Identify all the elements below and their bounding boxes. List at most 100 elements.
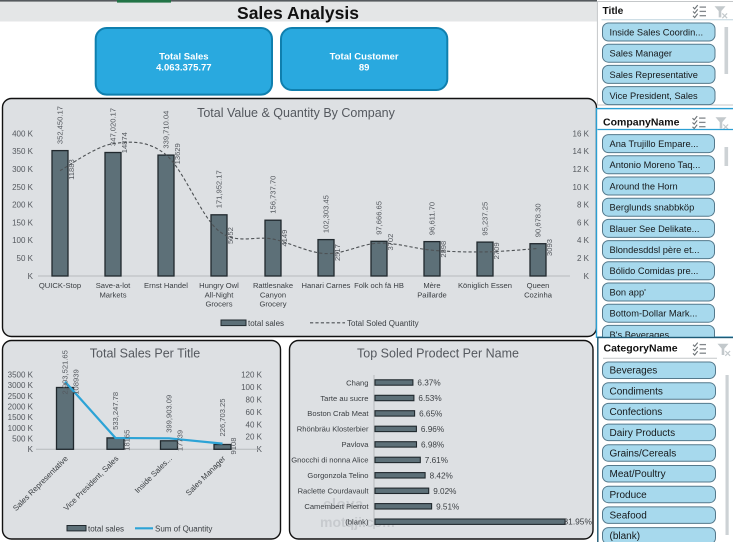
svg-text:250 K: 250 K: [12, 183, 34, 192]
svg-text:B's Beverages: B's Beverages: [610, 330, 670, 340]
svg-text:Raclette Courdavault: Raclette Courdavault: [298, 487, 370, 496]
svg-text:300 K: 300 K: [12, 165, 34, 174]
svg-text:Tarte au sucre: Tarte au sucre: [320, 394, 368, 403]
svg-text:14 K: 14 K: [573, 147, 590, 156]
svg-text:Folk och fä HB: Folk och fä HB: [354, 281, 404, 290]
svg-text:Rhönbräu Klosterbier: Rhönbräu Klosterbier: [297, 425, 369, 434]
svg-text:31.95%: 31.95%: [564, 517, 593, 527]
svg-text:Grocery: Grocery: [259, 300, 286, 309]
svg-text:100 K: 100 K: [12, 236, 34, 245]
svg-text:Condiments: Condiments: [610, 386, 663, 397]
svg-text:Sum of Quantity: Sum of Quantity: [155, 525, 212, 534]
svg-text:6.98%: 6.98%: [421, 440, 444, 449]
svg-text:7.61%: 7.61%: [425, 456, 448, 465]
svg-text:40 K: 40 K: [246, 420, 263, 429]
svg-text:2000 K: 2000 K: [8, 403, 34, 412]
svg-text:8.42%: 8.42%: [430, 471, 453, 480]
svg-text:3000 K: 3000 K: [8, 381, 34, 390]
svg-text:Sales Analysis: Sales Analysis: [237, 3, 359, 23]
svg-text:Antonio Moreno Taq...: Antonio Moreno Taq...: [610, 160, 701, 170]
svg-text:motqji.com: motqji.com: [320, 514, 395, 530]
svg-text:Hungry Owl: Hungry Owl: [199, 281, 239, 290]
svg-text:533,247.78: 533,247.78: [111, 392, 120, 430]
svg-text:Ernst Handel: Ernst Handel: [144, 281, 188, 290]
svg-text:171,952.17: 171,952.17: [215, 170, 224, 208]
svg-text:14874: 14874: [120, 132, 129, 153]
svg-text:Grocers: Grocers: [205, 300, 232, 309]
svg-text:89: 89: [359, 63, 370, 74]
svg-text:Ana Trujillo Empare...: Ana Trujillo Empare...: [610, 139, 699, 149]
svg-text:20 K: 20 K: [246, 433, 263, 442]
svg-text:Grains/Cereals: Grains/Cereals: [610, 448, 677, 459]
svg-text:Blauer See Delikate...: Blauer See Delikate...: [610, 224, 700, 234]
svg-text:102,303.45: 102,303.45: [322, 195, 331, 233]
svg-text:(blank): (blank): [345, 518, 369, 527]
svg-text:6.53%: 6.53%: [418, 394, 441, 403]
svg-text:120 K: 120 K: [241, 371, 263, 380]
svg-text:156,737.70: 156,737.70: [269, 176, 278, 214]
svg-text:17739: 17739: [176, 430, 185, 451]
svg-text:60 K: 60 K: [246, 408, 263, 417]
svg-text:Pavlova: Pavlova: [341, 440, 369, 449]
svg-text:Markets: Markets: [99, 290, 126, 299]
svg-text:3500 K: 3500 K: [8, 371, 34, 380]
svg-text:Berglunds snabbköp: Berglunds snabbköp: [610, 203, 695, 213]
svg-text:2,903,521.65: 2,903,521.65: [61, 350, 70, 394]
svg-text:Bottom-Dollar Mark...: Bottom-Dollar Mark...: [610, 309, 698, 319]
svg-text:90,678.30: 90,678.30: [534, 203, 543, 237]
svg-text:Boston Crab Meat: Boston Crab Meat: [307, 409, 369, 418]
svg-text:9108: 9108: [229, 438, 238, 455]
svg-text:Dairy Products: Dairy Products: [610, 428, 676, 439]
svg-text:5052: 5052: [226, 227, 235, 244]
svg-text:2898: 2898: [439, 241, 448, 258]
svg-text:Confections: Confections: [610, 407, 663, 418]
svg-text:3702: 3702: [386, 234, 395, 251]
svg-text:2 K: 2 K: [577, 254, 590, 263]
svg-text:(blank): (blank): [610, 531, 641, 542]
svg-text:200 K: 200 K: [12, 201, 34, 210]
svg-text:96,611.70: 96,611.70: [428, 202, 437, 235]
svg-text:Beverages: Beverages: [610, 366, 658, 377]
svg-text:Chang: Chang: [346, 378, 368, 387]
svg-text:6.65%: 6.65%: [419, 409, 442, 418]
svg-text:Title: Title: [603, 6, 624, 17]
svg-text:6.96%: 6.96%: [421, 425, 444, 434]
svg-text:Inside Sales Coordin...: Inside Sales Coordin...: [610, 27, 704, 37]
svg-text:339,710.04: 339,710.04: [162, 111, 171, 149]
svg-text:Total Sales Per Title: Total Sales Per Title: [90, 347, 201, 361]
svg-text:Königlich Essen: Königlich Essen: [458, 281, 512, 290]
svg-text:10 K: 10 K: [573, 183, 590, 192]
svg-text:9.02%: 9.02%: [433, 487, 456, 496]
svg-text:Around the Horn: Around the Horn: [610, 181, 678, 191]
svg-text:Total Customer: Total Customer: [330, 52, 399, 63]
svg-text:Total Soled Quantity: Total Soled Quantity: [347, 319, 419, 328]
svg-text:K: K: [28, 272, 34, 281]
svg-text:9.51%: 9.51%: [436, 502, 459, 511]
svg-text:CategoryName: CategoryName: [604, 343, 678, 355]
svg-text:All-Night: All-Night: [205, 290, 235, 299]
svg-text:total sales: total sales: [88, 525, 124, 534]
svg-text:Cozinha: Cozinha: [524, 290, 553, 299]
svg-text:100 K: 100 K: [241, 383, 263, 392]
svg-text:Bon app': Bon app': [610, 287, 647, 297]
svg-text:Gnocchi di nonna Alice: Gnocchi di nonna Alice: [291, 456, 368, 465]
svg-text:8 K: 8 K: [577, 201, 590, 210]
svg-text:6 K: 6 K: [577, 218, 590, 227]
svg-text:95,237.25: 95,237.25: [481, 202, 490, 236]
svg-text:Save-a-lot: Save-a-lot: [96, 281, 131, 290]
svg-text:Mère: Mère: [423, 281, 440, 290]
svg-text:97,666.65: 97,666.65: [375, 201, 384, 235]
svg-text:50 K: 50 K: [17, 254, 34, 263]
svg-text:Sales Manager: Sales Manager: [610, 49, 673, 59]
svg-text:11883: 11883: [67, 159, 76, 180]
svg-text:Total Value & Quantity By Comp: Total Value & Quantity By Company: [197, 106, 396, 120]
svg-text:Produce: Produce: [610, 490, 648, 501]
svg-text:QUICK-Stop: QUICK-Stop: [39, 281, 81, 290]
svg-text:Total Sales: Total Sales: [159, 52, 208, 63]
svg-text:Seafood: Seafood: [610, 511, 647, 522]
svg-text:Vice President, Sales: Vice President, Sales: [610, 91, 699, 101]
svg-text:80 K: 80 K: [246, 395, 263, 404]
svg-text:1000 K: 1000 K: [8, 424, 34, 433]
svg-text:Gorgonzola Telino: Gorgonzola Telino: [307, 471, 368, 480]
svg-text:16 K: 16 K: [573, 129, 590, 138]
